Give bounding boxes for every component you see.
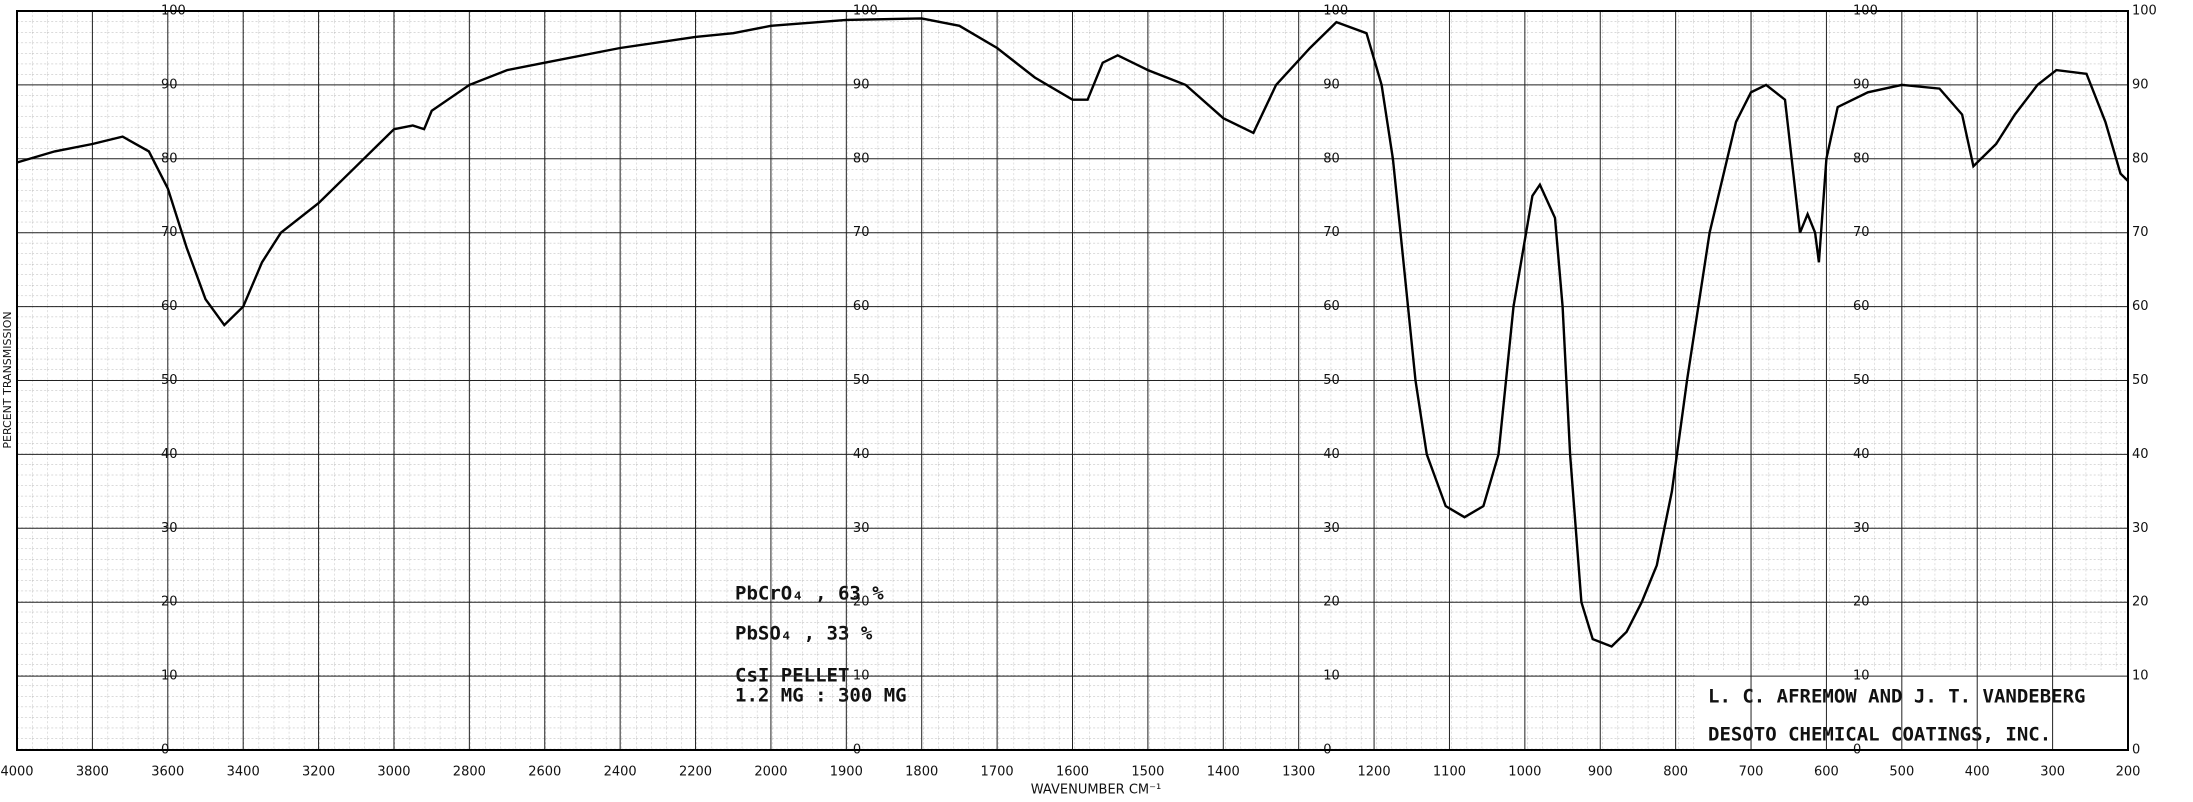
y-tick-label: 60 [2132,299,2149,314]
y-tick-label: 10 [853,669,870,684]
x-tick-label: 2600 [528,765,561,780]
y-tick-label: 80 [1853,151,1870,166]
x-tick-label: 400 [1965,765,1990,780]
x-tick-label: 500 [1889,765,1914,780]
y-tick-label: 70 [853,225,870,240]
annotation: 1.2 MG : 300 MG [735,685,907,707]
x-tick-label: 3400 [227,765,260,780]
x-tick-label: 2400 [604,765,637,780]
y-tick-label: 60 [853,299,870,314]
y-tick-label: 30 [853,521,870,536]
y-tick-label: 70 [161,225,178,240]
y-tick-label: 60 [1853,299,1870,314]
label-box [1695,670,2135,750]
y-tick-label: 30 [161,521,178,536]
y-tick-label: 90 [161,77,178,92]
y-tick-label: 20 [853,595,870,610]
y-tick-label: 90 [1853,77,1870,92]
x-tick-label: 1600 [1056,765,1089,780]
x-tick-label: 1100 [1433,765,1466,780]
annotation: L. C. AFREMOW AND J. T. VANDEBERG [1708,686,2086,708]
x-tick-label: 4000 [0,765,33,780]
y-tick-label: 50 [161,373,178,388]
y-tick-label: 50 [2132,373,2149,388]
y-tick-label: 80 [2132,151,2149,166]
x-tick-label: 3600 [151,765,184,780]
y-tick-label: 10 [2132,669,2149,684]
y-tick-label: 100 [2132,4,2157,19]
y-tick-label: 90 [853,77,870,92]
x-tick-label: 1300 [1282,765,1315,780]
y-tick-label: 70 [1323,225,1340,240]
y-tick-label: 70 [2132,225,2149,240]
y-tick-label: 50 [1323,373,1340,388]
y-tick-label: 60 [1323,299,1340,314]
x-tick-label: 2200 [679,765,712,780]
y-tick-label: 80 [1323,151,1340,166]
x-tick-label: 2800 [453,765,486,780]
x-tick-label: 1500 [1131,765,1164,780]
y-tick-label: 40 [2132,447,2149,462]
y-tick-label: 0 [2132,743,2140,758]
y-tick-label: 40 [161,447,178,462]
y-tick-label: 10 [1853,669,1870,684]
x-tick-label: 900 [1588,765,1613,780]
x-tick-label: 1900 [830,765,863,780]
y-tick-label: 50 [1853,373,1870,388]
plot-frame [16,10,2129,751]
x-tick-label: 1200 [1358,765,1391,780]
y-tick-label: 70 [1853,225,1870,240]
y-tick-label: 90 [2132,77,2149,92]
y-tick-label: 30 [1323,521,1340,536]
spectrum-line [16,17,2129,648]
y-tick-label: 30 [2132,521,2149,536]
x-tick-label: 300 [2040,765,2065,780]
y-tick-label: 30 [1853,521,1870,536]
x-tick-label: 2000 [754,765,787,780]
y-tick-label: 10 [161,669,178,684]
annotation: PbCrO₄ , 63 % [735,583,884,605]
y-tick-label: 80 [853,151,870,166]
x-tick-label: 1800 [905,765,938,780]
annotation: CsI PELLET [735,665,849,687]
y-tick-label: 20 [2132,595,2149,610]
annotation: DESOTO CHEMICAL COATINGS, INC. [1708,724,2051,746]
y-tick-label: 10 [1323,669,1340,684]
y-axis-label: PERCENT TRANSMISSION [1,311,14,448]
y-tick-label: 20 [161,595,178,610]
y-tick-label: 80 [161,151,178,166]
x-tick-label: 1000 [1508,765,1541,780]
x-tick-label: 200 [2116,765,2141,780]
y-tick-label: 40 [1323,447,1340,462]
y-tick-label: 40 [1853,447,1870,462]
y-tick-label: 60 [161,299,178,314]
x-tick-label: 3000 [377,765,410,780]
x-tick-label: 3200 [302,765,335,780]
x-tick-label: 800 [1663,765,1688,780]
y-tick-label: 50 [853,373,870,388]
x-tick-label: 1400 [1207,765,1240,780]
x-tick-label: 1700 [981,765,1014,780]
annotation: PbSO₄ , 33 % [735,623,873,645]
y-tick-label: 20 [1853,595,1870,610]
y-tick-label: 20 [1323,595,1340,610]
x-tick-label: 3800 [76,765,109,780]
y-tick-label: 40 [853,447,870,462]
x-tick-label: 700 [1739,765,1764,780]
x-axis-label: WAVENUMBER CM⁻¹ [1031,783,1161,798]
y-tick-label: 90 [1323,77,1340,92]
x-tick-label: 600 [1814,765,1839,780]
